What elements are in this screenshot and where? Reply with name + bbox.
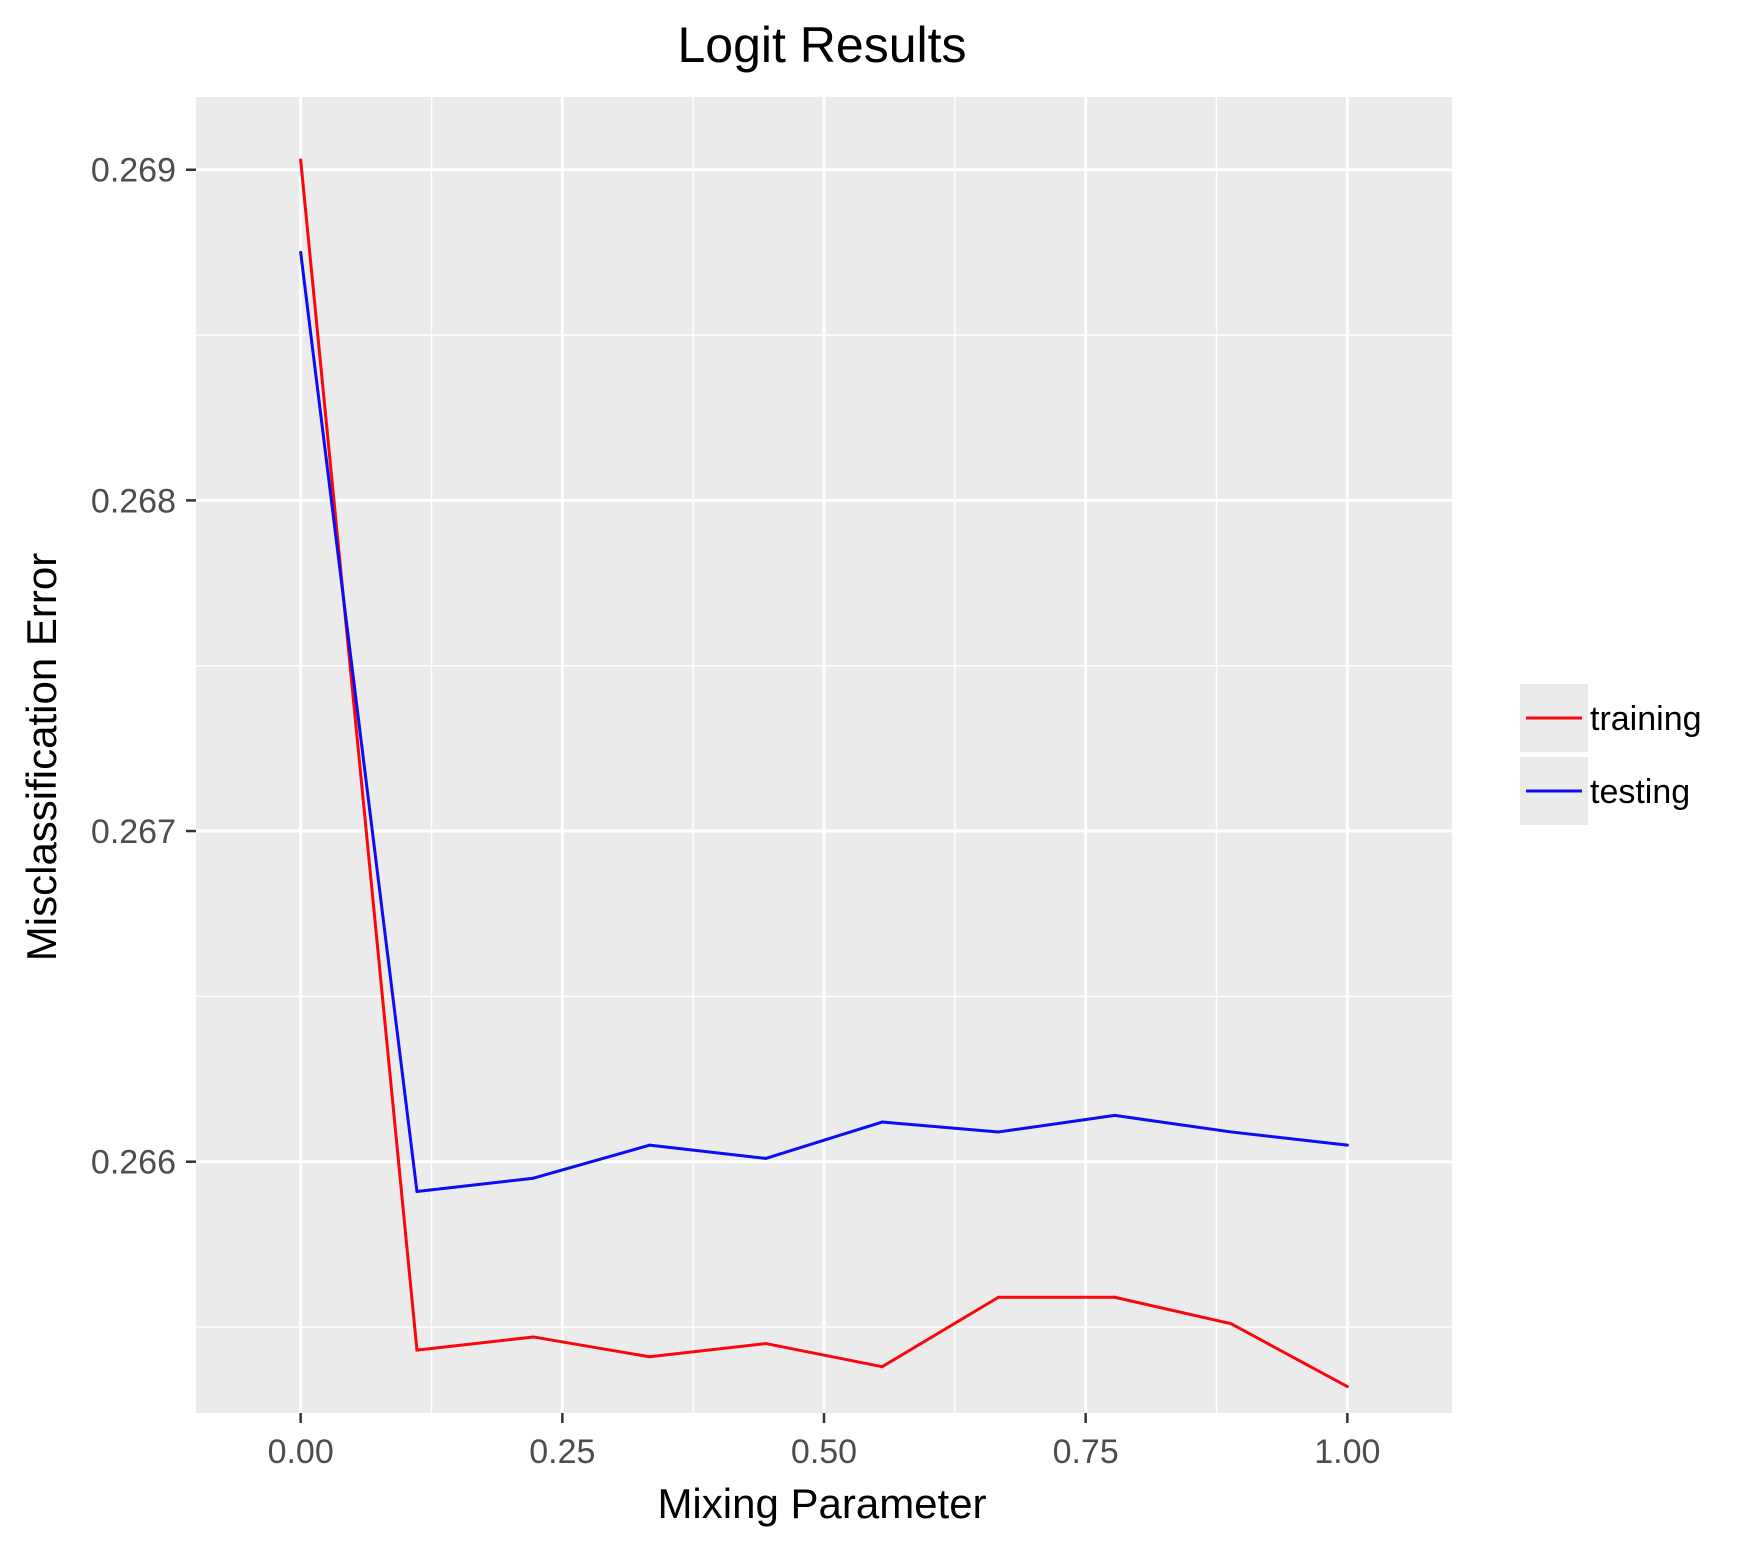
data-point-training bbox=[531, 1335, 535, 1339]
data-point-testing bbox=[880, 1120, 884, 1124]
axes: 0.266 0.267 0.268 0.269 0.00 0.25 0.50 0.75 1.00 bbox=[91, 152, 1381, 1471]
data-point-training bbox=[764, 1342, 768, 1346]
x-tick-label: 0.75 bbox=[1053, 1433, 1119, 1471]
legend: training testing bbox=[1520, 684, 1702, 825]
data-point-training bbox=[1229, 1322, 1233, 1326]
y-tick-label: 0.269 bbox=[91, 152, 176, 190]
legend-label: training bbox=[1590, 700, 1702, 738]
x-tick-label: 1.00 bbox=[1314, 1433, 1380, 1471]
data-point-testing bbox=[531, 1176, 535, 1180]
data-point-testing bbox=[764, 1156, 768, 1160]
data-point-testing bbox=[648, 1143, 652, 1147]
data-point-testing bbox=[996, 1130, 1000, 1134]
y-axis-title: Misclassification Error bbox=[18, 553, 65, 961]
x-tick-label: 0.25 bbox=[529, 1433, 595, 1471]
grid-lines bbox=[196, 97, 1452, 1413]
data-point-testing bbox=[1113, 1113, 1117, 1117]
data-point-training bbox=[1345, 1385, 1349, 1389]
y-tick-label: 0.266 bbox=[91, 1144, 176, 1182]
x-tick-label: 0.50 bbox=[791, 1433, 857, 1471]
data-point-training bbox=[415, 1348, 419, 1352]
data-point-training bbox=[1113, 1295, 1117, 1299]
x-axis-title: Mixing Parameter bbox=[657, 1480, 986, 1527]
series-line-training bbox=[299, 159, 1349, 1388]
legend-item-testing: testing bbox=[1520, 757, 1690, 825]
data-point-testing bbox=[1229, 1130, 1233, 1134]
data-point-testing bbox=[1345, 1143, 1349, 1147]
data-point-training bbox=[648, 1355, 652, 1359]
data-point-training bbox=[880, 1365, 884, 1369]
y-tick-label: 0.267 bbox=[91, 813, 176, 851]
series-lines bbox=[299, 158, 1349, 1389]
chart-title: Logit Results bbox=[677, 17, 966, 73]
legend-item-training: training bbox=[1520, 684, 1702, 752]
series-line-testing bbox=[299, 252, 1348, 1193]
data-point-training bbox=[996, 1295, 1000, 1299]
legend-label: testing bbox=[1590, 773, 1690, 811]
x-tick-label: 0.00 bbox=[268, 1433, 334, 1471]
data-point-testing bbox=[299, 250, 303, 254]
data-point-training bbox=[299, 158, 303, 162]
y-tick-label: 0.268 bbox=[91, 482, 176, 520]
data-point-testing bbox=[415, 1189, 419, 1193]
